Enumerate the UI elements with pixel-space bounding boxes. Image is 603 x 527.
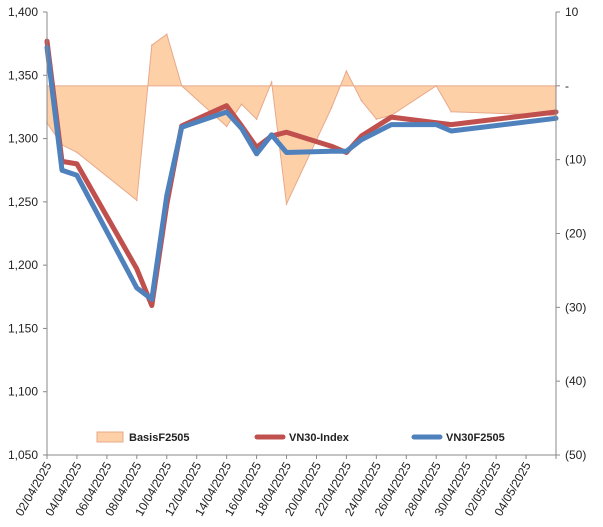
data-point-vn30-index bbox=[360, 135, 363, 137]
y-tick-label: 1,100 bbox=[8, 385, 38, 399]
data-point-vn30f2505 bbox=[270, 133, 273, 136]
data-point-vn30f2505 bbox=[450, 130, 453, 132]
data-point-vn30-index bbox=[330, 145, 333, 148]
data-point-basis bbox=[225, 125, 228, 128]
legend-label-vn30f2505: VN30F2505 bbox=[446, 432, 505, 444]
data-point-basis bbox=[240, 103, 243, 106]
y-tick-label: 1,250 bbox=[8, 195, 38, 209]
data-point-vn30f2505 bbox=[240, 127, 243, 130]
data-point-basis bbox=[330, 107, 333, 109]
data-point-basis bbox=[255, 118, 258, 120]
data-point-vn30-index bbox=[255, 146, 258, 149]
y2-tick-label: (20) bbox=[565, 227, 586, 241]
data-point-basis bbox=[450, 110, 453, 113]
legend-swatch-basisf2505 bbox=[96, 431, 124, 443]
data-point-vn30f2505 bbox=[360, 138, 363, 141]
data-point-basis bbox=[180, 85, 183, 87]
y-tick-label: 1,150 bbox=[8, 321, 38, 335]
data-point-basis bbox=[136, 199, 138, 202]
data-point-basis bbox=[76, 151, 78, 154]
legend: BasisF2505 VN30-Index VN30F2505 bbox=[96, 431, 505, 444]
y2-tick-label: (40) bbox=[565, 374, 586, 388]
data-point-vn30f2505 bbox=[165, 194, 168, 197]
data-point-vn30f2505 bbox=[435, 123, 438, 126]
data-point-vn30f2505 bbox=[255, 152, 258, 155]
data-point-vn30f2505 bbox=[390, 123, 393, 126]
y2-tick-label: - bbox=[565, 79, 569, 93]
data-point-vn30-index bbox=[450, 123, 453, 126]
data-point-vn30f2505 bbox=[345, 150, 348, 153]
legend-label-vn30-index: VN30-Index bbox=[289, 432, 350, 444]
data-point-vn30-index bbox=[285, 131, 288, 134]
y-tick-label: 1,400 bbox=[8, 5, 38, 19]
y-tick-label: 1,050 bbox=[8, 448, 38, 462]
data-point-basis bbox=[435, 85, 438, 87]
data-point-basis bbox=[166, 33, 168, 35]
data-point-vn30-index bbox=[225, 104, 228, 107]
data-point-vn30f2505 bbox=[150, 298, 153, 301]
y2-tick-label: 10 bbox=[565, 5, 579, 19]
lines-group bbox=[44, 38, 559, 309]
y-tick-label: 1,350 bbox=[8, 68, 38, 82]
y-tick-label: 1,300 bbox=[8, 132, 38, 146]
data-point-vn30f2505 bbox=[75, 174, 78, 177]
data-point-vn30-index bbox=[75, 162, 78, 165]
data-point-vn30f2505 bbox=[225, 111, 228, 113]
data-point-vn30-index bbox=[390, 116, 393, 119]
data-point-basis bbox=[375, 118, 378, 120]
data-point-basis bbox=[285, 203, 288, 205]
data-point-basis bbox=[151, 44, 153, 46]
data-point-vn30f2505 bbox=[180, 126, 183, 129]
axes-group bbox=[43, 11, 560, 459]
data-point-basis bbox=[345, 70, 348, 72]
data-point-basis bbox=[270, 81, 273, 83]
data-point-basis bbox=[360, 99, 363, 102]
data-point-vn30f2505 bbox=[330, 150, 333, 153]
y2-tick-label: (30) bbox=[565, 300, 586, 314]
basis-area-group bbox=[46, 33, 557, 206]
data-point-vn30f2505 bbox=[61, 169, 63, 172]
legend-label-basisf2505: BasisF2505 bbox=[129, 432, 190, 444]
data-point-vn30-index bbox=[135, 267, 138, 270]
data-point-vn30-index bbox=[150, 304, 153, 307]
data-point-vn30f2505 bbox=[135, 286, 138, 289]
y2-tick-label: (50) bbox=[565, 448, 586, 462]
data-point-vn30f2505 bbox=[285, 151, 288, 154]
y2-tick-label: (10) bbox=[565, 153, 586, 167]
y-tick-label: 1,200 bbox=[8, 258, 38, 272]
